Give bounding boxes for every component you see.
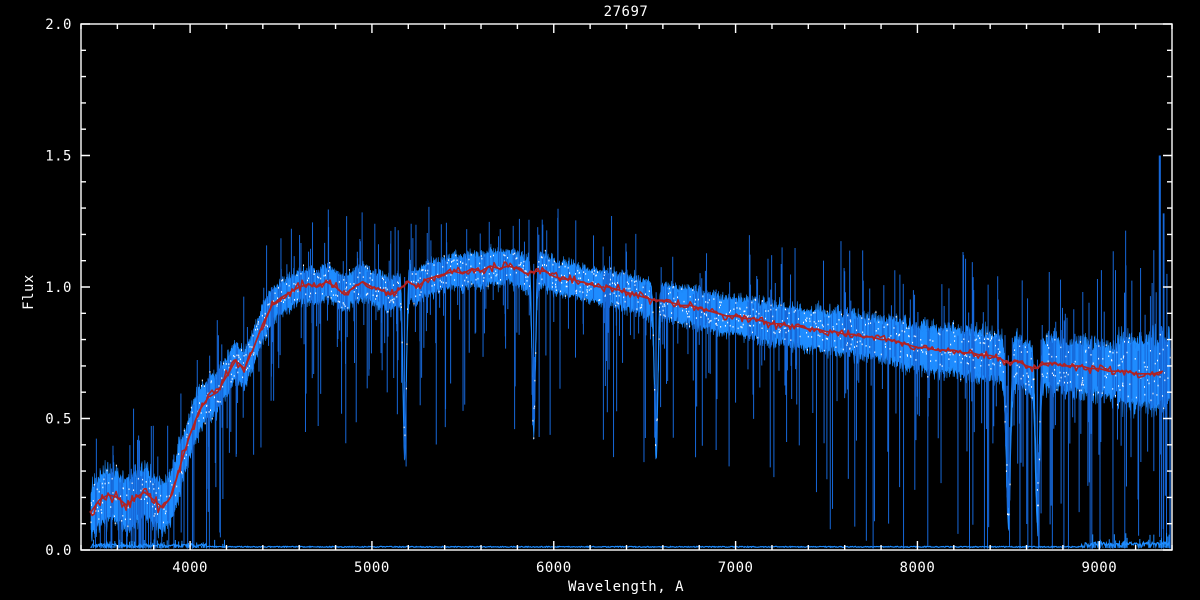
error-array-spikes [91, 532, 1170, 548]
y-tick-label: 0.5 [45, 412, 72, 428]
axis-ticks [80, 23, 1173, 551]
y-tick-label: 1.5 [45, 149, 72, 165]
y-tick-label: 2.0 [45, 17, 72, 33]
x-tick-label: 9000 [1081, 560, 1117, 576]
y-tick-label: 0.0 [45, 543, 72, 559]
x-tick-label: 7000 [718, 560, 754, 576]
x-tick-label: 5000 [354, 560, 390, 576]
x-tick-label: 8000 [900, 560, 936, 576]
y-axis-label: Flux [21, 274, 37, 310]
x-tick-label: 6000 [536, 560, 572, 576]
tick-label-layer: 4000 5000 6000 7000 8000 9000 0.0 0.5 1.0 1.5 2.0 [45, 17, 1117, 576]
x-axis-label: Wavelength, A [568, 579, 684, 595]
axis-frame-layer [80, 23, 1173, 551]
flux-spikes [95, 155, 1171, 549]
x-tick-label: 4000 [172, 560, 208, 576]
y-tick-label: 1.0 [45, 280, 72, 296]
model-fit-line-detail [89, 261, 1163, 517]
page-title: 27697 [604, 4, 649, 20]
